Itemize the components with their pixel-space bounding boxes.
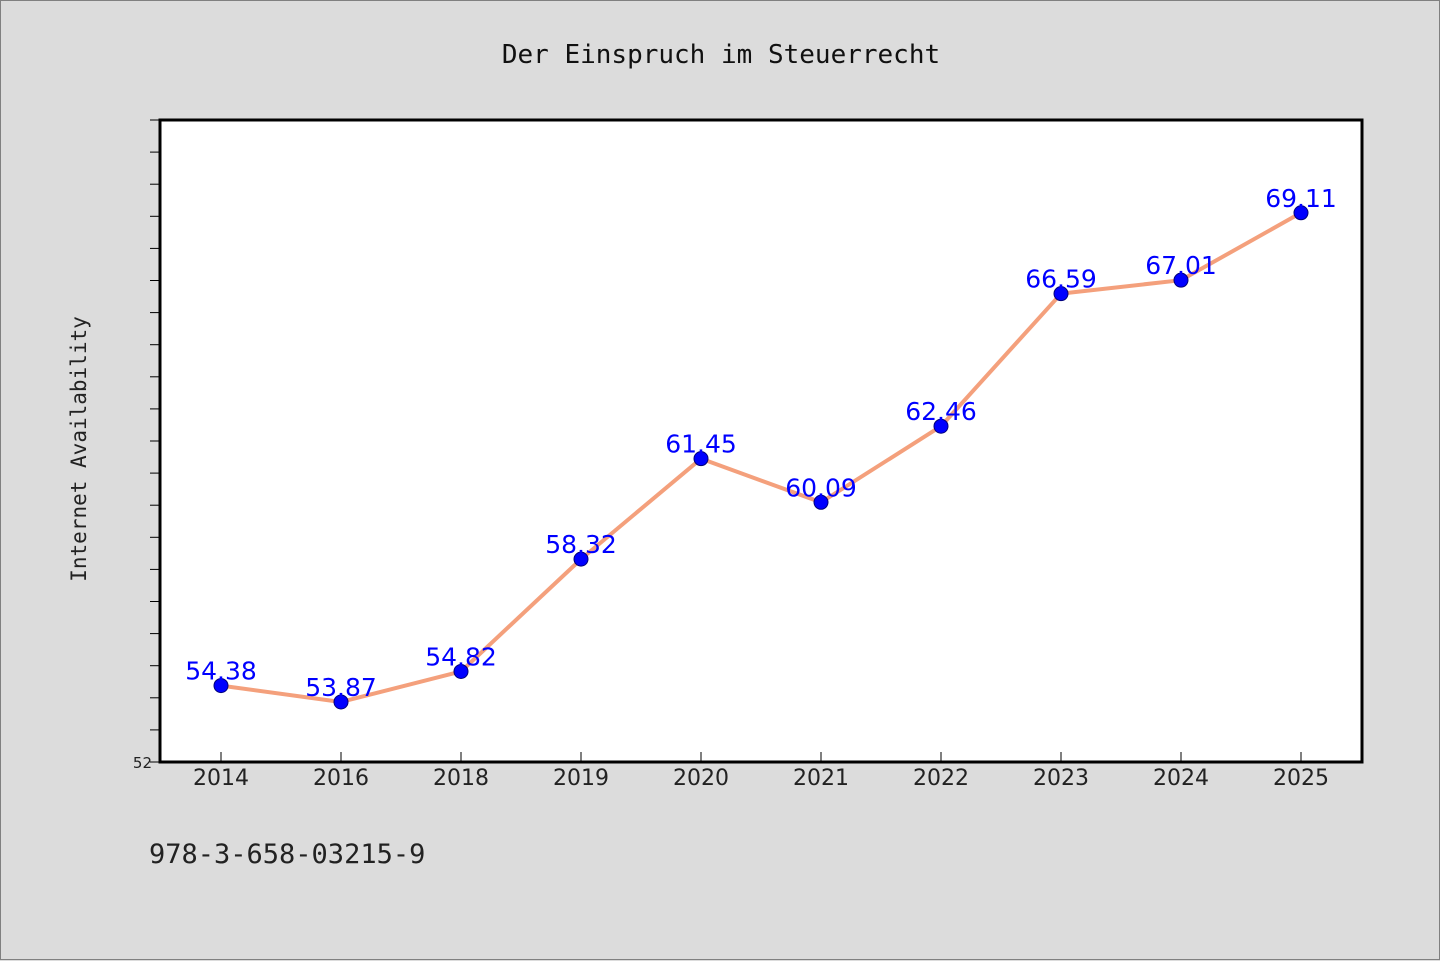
data-point (1293, 205, 1309, 221)
data-label: 54.82 (425, 642, 497, 671)
x-tick-label: 2024 (1153, 766, 1209, 791)
data-label: 66.59 (1025, 265, 1097, 294)
data-label: 54.38 (185, 657, 257, 686)
data-point (213, 678, 229, 694)
x-tick-label: 2025 (1273, 766, 1329, 791)
chart-title: Der Einspruch im Steuerrecht (502, 40, 940, 70)
data-point (813, 494, 829, 510)
x-tick-label: 2016 (313, 766, 369, 791)
series-layer: 54.38 53.87 54.82 58.32 61.45 60.09 62.46 66.59… (185, 184, 1337, 710)
x-tick-label: 2021 (793, 766, 849, 791)
data-label: 60.09 (785, 473, 857, 502)
x-tick-label: 2022 (913, 766, 969, 791)
data-label: 53.87 (305, 673, 377, 702)
data-point (573, 551, 589, 567)
series-line (220, 211, 1302, 704)
x-tick-label: 2018 (433, 766, 489, 791)
y-axis-ticks: 52 (133, 119, 159, 772)
data-point (1173, 272, 1189, 288)
data-label: 69.11 (1265, 184, 1337, 213)
data-point (333, 694, 349, 710)
data-point (933, 418, 949, 434)
x-tick-label: 2023 (1033, 766, 1089, 791)
data-point (693, 451, 709, 467)
x-axis-ticks: 2014 2016 2018 2019 2020 2021 2022 2023 2024 2025 (193, 752, 1329, 791)
data-label: 62.46 (905, 397, 977, 426)
data-point (1053, 286, 1069, 302)
plot-area (158, 118, 1364, 764)
y-axis-label: Internet Availability (67, 316, 91, 582)
data-label: 58.32 (545, 530, 617, 559)
y-tick-label: 52 (133, 754, 152, 772)
data-point (453, 663, 469, 679)
x-tick-label: 2019 (553, 766, 609, 791)
footer-code: 978-3-658-03215-9 (149, 839, 425, 870)
x-tick-label: 2014 (193, 766, 249, 791)
x-tick-label: 2020 (673, 766, 729, 791)
data-label: 61.45 (665, 430, 737, 459)
data-label: 67.01 (1145, 251, 1217, 280)
